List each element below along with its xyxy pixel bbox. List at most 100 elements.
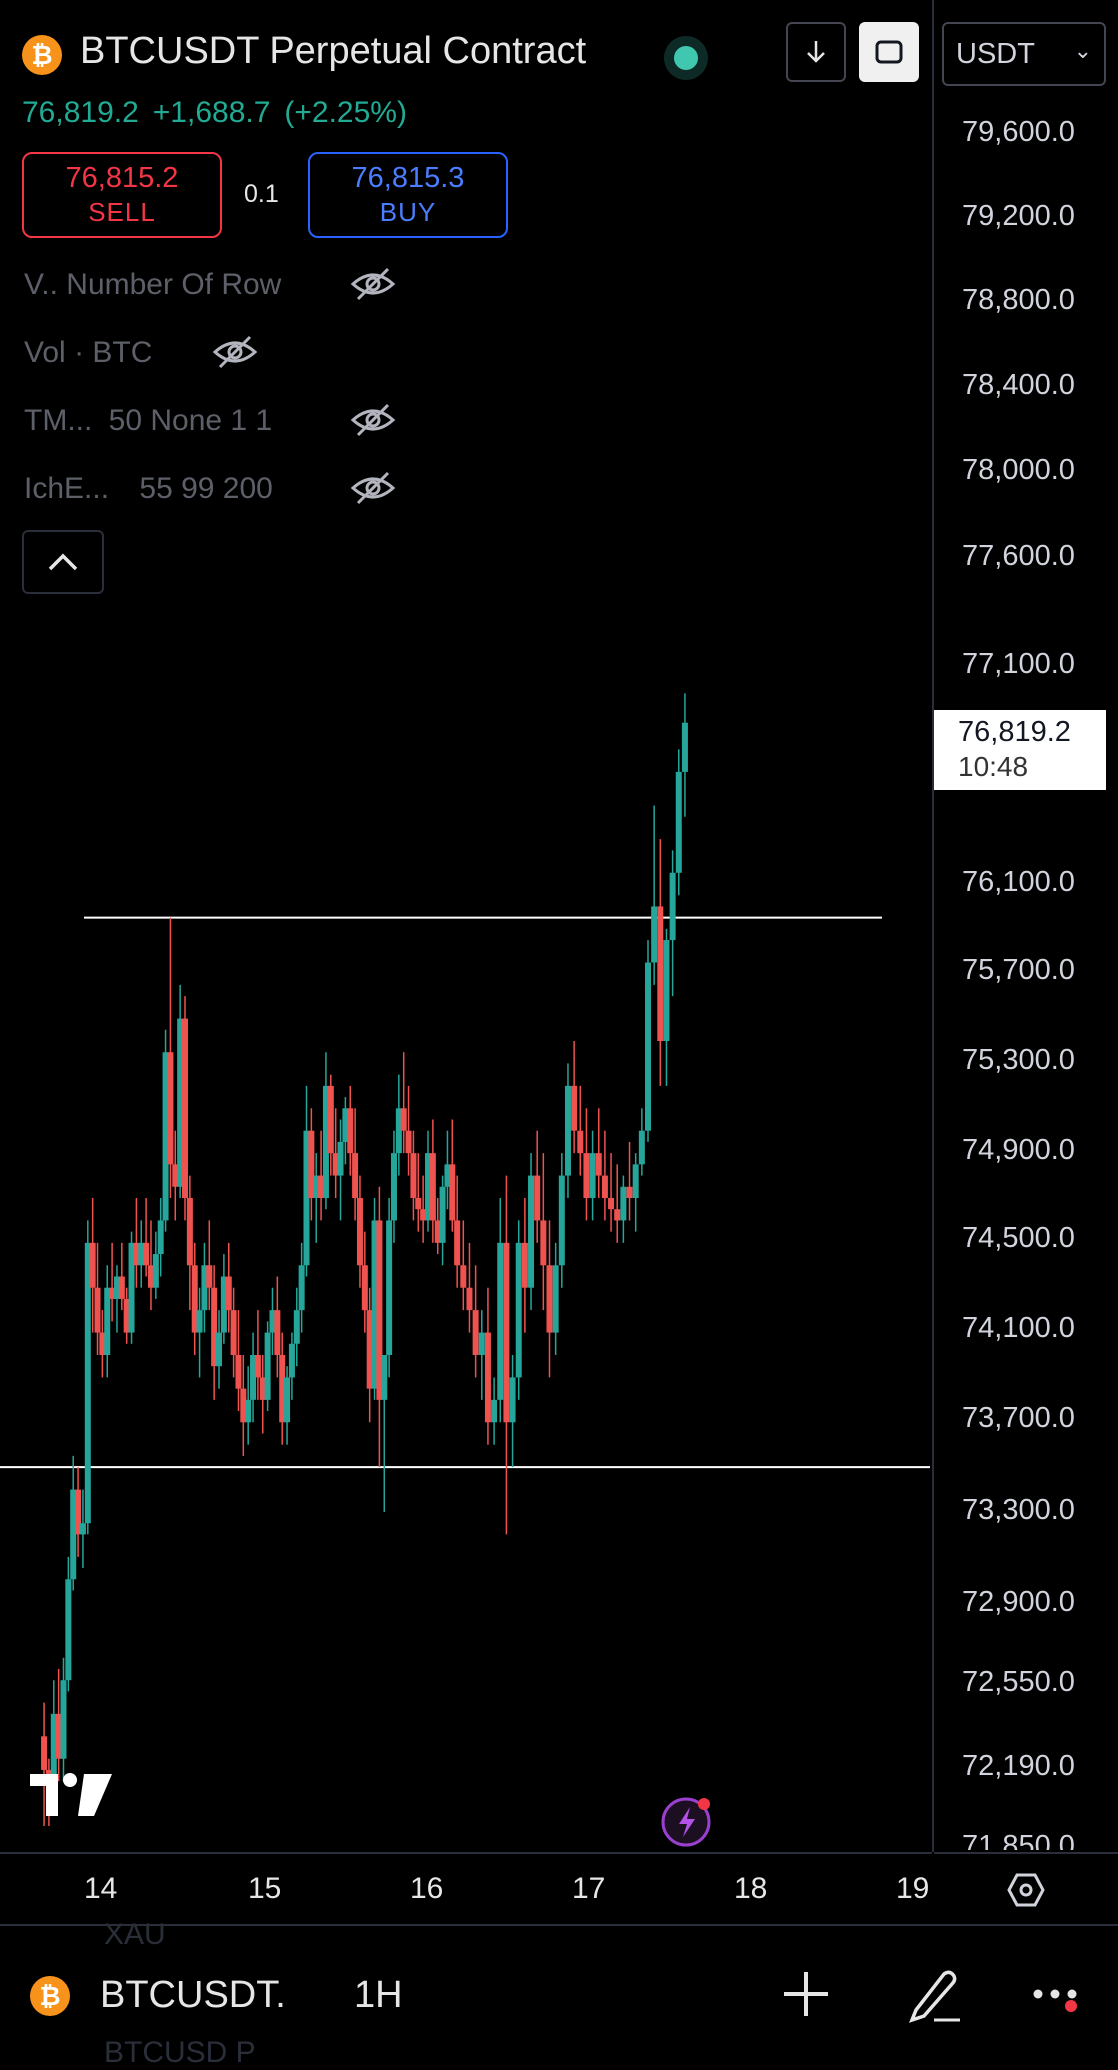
time-axis[interactable]: 14 15 16 17 18 19	[0, 1852, 932, 1926]
candle-body[interactable]	[75, 1489, 82, 1535]
candle-body[interactable]	[608, 1198, 615, 1210]
order-quantity[interactable]: 0.1	[244, 180, 279, 208]
indicator-row-ichimoku[interactable]: IchE... 55 99 200	[24, 472, 273, 506]
candle-body[interactable]	[669, 872, 676, 941]
candle-body[interactable]	[521, 1242, 528, 1288]
candle-body[interactable]	[254, 1355, 261, 1378]
candle-body[interactable]	[245, 1399, 252, 1423]
candle-body[interactable]	[420, 1209, 427, 1221]
candle-body[interactable]	[167, 1052, 174, 1165]
candle-body[interactable]	[269, 1310, 276, 1333]
candle-body[interactable]	[434, 1220, 441, 1243]
candle-body[interactable]	[274, 1310, 281, 1355]
candle-body[interactable]	[259, 1377, 266, 1400]
candle-body[interactable]	[534, 1175, 541, 1221]
candle-body[interactable]	[601, 1175, 608, 1198]
candle-body[interactable]	[298, 1265, 305, 1311]
candle-body[interactable]	[497, 1242, 504, 1400]
candle-body[interactable]	[595, 1153, 602, 1176]
candle-body[interactable]	[657, 906, 664, 1041]
download-icon[interactable]	[786, 22, 846, 82]
candle-body[interactable]	[216, 1332, 223, 1367]
currency-select[interactable]: USDT ⌄	[942, 22, 1106, 86]
candle-body[interactable]	[342, 1108, 349, 1142]
settings-icon[interactable]	[934, 1852, 1118, 1926]
candle-body[interactable]	[395, 1108, 402, 1154]
candle-body[interactable]	[663, 940, 670, 1041]
candle-body[interactable]	[589, 1153, 596, 1198]
candle-body[interactable]	[381, 1355, 388, 1400]
candle-body[interactable]	[390, 1153, 397, 1221]
candle-body[interactable]	[186, 1198, 193, 1266]
buy-button[interactable]: 76,815.3 BUY	[308, 152, 508, 238]
candle-body[interactable]	[337, 1141, 344, 1176]
candle-body[interactable]	[356, 1198, 363, 1266]
candle-body[interactable]	[55, 1713, 62, 1759]
candle-body[interactable]	[157, 1220, 164, 1255]
candle-body[interactable]	[571, 1085, 578, 1131]
candle-body[interactable]	[201, 1265, 208, 1311]
candle-body[interactable]	[332, 1153, 339, 1176]
indicator-row-tm[interactable]: TM... 50 None 1 1	[24, 404, 272, 438]
candle-body[interactable]	[250, 1355, 257, 1400]
candle-body[interactable]	[620, 1186, 627, 1221]
candle-body[interactable]	[225, 1276, 232, 1311]
candle-body[interactable]	[240, 1388, 247, 1423]
eye-hidden-icon[interactable]	[348, 468, 398, 508]
candle-body[interactable]	[491, 1399, 498, 1423]
candle-body[interactable]	[515, 1242, 522, 1378]
symbol-selector[interactable]: BTCUSDT.	[100, 1974, 286, 2016]
candle-body[interactable]	[308, 1130, 315, 1198]
eye-hidden-icon[interactable]	[348, 264, 398, 304]
price-chart[interactable]	[0, 0, 932, 1852]
candle-body[interactable]	[509, 1377, 516, 1423]
candle-body[interactable]	[109, 1287, 116, 1299]
eye-hidden-icon[interactable]	[348, 400, 398, 440]
candle-body[interactable]	[235, 1355, 242, 1389]
candle-body[interactable]	[264, 1332, 271, 1400]
candle-body[interactable]	[415, 1198, 422, 1210]
candle-body[interactable]	[230, 1310, 237, 1355]
candle-body[interactable]	[133, 1242, 140, 1266]
candle-body[interactable]	[347, 1108, 354, 1154]
candle-body[interactable]	[558, 1175, 565, 1266]
eye-hidden-icon[interactable]	[210, 332, 260, 372]
candle-body[interactable]	[279, 1355, 286, 1423]
candle-body[interactable]	[177, 1018, 184, 1187]
candle-body[interactable]	[632, 1164, 639, 1198]
candle-body[interactable]	[313, 1175, 320, 1198]
candle-body[interactable]	[528, 1175, 535, 1288]
candle-body[interactable]	[583, 1153, 590, 1198]
candle-body[interactable]	[327, 1085, 334, 1154]
candle-body[interactable]	[70, 1489, 77, 1580]
candle-body[interactable]	[366, 1310, 373, 1389]
candle-body[interactable]	[322, 1085, 329, 1198]
candle-body[interactable]	[128, 1242, 135, 1333]
candle-body[interactable]	[439, 1186, 446, 1243]
candle-body[interactable]	[681, 722, 688, 772]
candle-body[interactable]	[546, 1265, 553, 1333]
candle-body[interactable]	[361, 1265, 368, 1311]
candle-body[interactable]	[318, 1175, 325, 1198]
candle-body[interactable]	[79, 1523, 86, 1535]
symbol-title[interactable]: BTCUSDT Perpetual Contract	[80, 30, 587, 72]
indicator-row-vrvp[interactable]: V.. Number Of Row	[24, 268, 281, 302]
candle-body[interactable]	[449, 1164, 456, 1221]
candle-body[interactable]	[220, 1276, 227, 1333]
candle-body[interactable]	[123, 1298, 130, 1333]
candle-body[interactable]	[118, 1276, 125, 1299]
candle-body[interactable]	[626, 1186, 633, 1198]
candle-body[interactable]	[429, 1153, 436, 1221]
lightning-icon[interactable]	[660, 1792, 716, 1853]
candle-body[interactable]	[41, 1736, 48, 1770]
candle-body[interactable]	[564, 1085, 571, 1176]
candle-body[interactable]	[466, 1287, 473, 1311]
candle-body[interactable]	[614, 1209, 621, 1221]
interval-selector[interactable]: 1H	[354, 1974, 403, 2016]
candle-body[interactable]	[425, 1153, 431, 1221]
collapse-indicators-button[interactable]	[22, 530, 104, 594]
candle-body[interactable]	[191, 1265, 198, 1333]
candle-body[interactable]	[376, 1220, 383, 1400]
fullscreen-icon[interactable]	[859, 22, 919, 82]
candle-body[interactable]	[460, 1265, 467, 1288]
